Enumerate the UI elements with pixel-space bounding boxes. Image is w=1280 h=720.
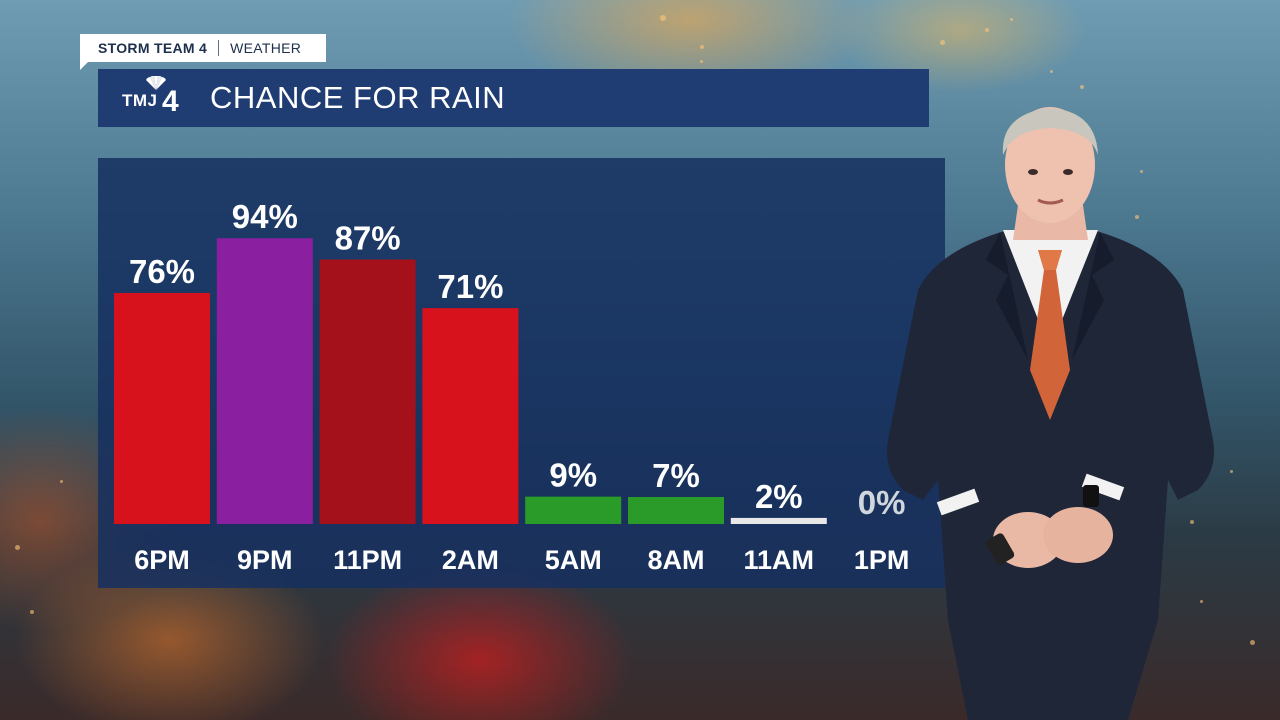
category-label: 6PM [134, 545, 190, 575]
rain-chance-chart: 76% 6PM 94% 9PM 87% 11PM 71% 2AM 9% 5AM 7% 8AM 2% 11A… [114, 198, 910, 575]
brand-tag: STORM TEAM 4 WEATHER [80, 34, 326, 70]
presenter-figure [887, 107, 1214, 720]
bar-value-label: 94% [232, 198, 298, 235]
rain-droplet [15, 545, 20, 550]
rain-droplet [940, 40, 945, 45]
bar-value-label: 7% [652, 457, 700, 494]
category-label: 1PM [854, 545, 910, 575]
category-label: 8AM [647, 545, 704, 575]
bar-11pm [319, 259, 416, 524]
bar-5am [525, 496, 622, 524]
bar-value-label: 2% [755, 478, 803, 515]
bar-value-label: 76% [129, 253, 195, 290]
rain-droplet [700, 45, 704, 49]
rain-droplet [1135, 215, 1139, 219]
rain-droplet [60, 480, 63, 483]
rain-droplet [660, 15, 666, 21]
bar-8am [628, 497, 724, 524]
category-label: 11PM [333, 545, 402, 575]
rain-droplet [1080, 85, 1084, 89]
category-label: 5AM [545, 545, 602, 575]
station-logo: TMJ 4 [120, 69, 200, 127]
bar-6pm [114, 292, 210, 524]
rain-droplet [1140, 170, 1143, 173]
bar-value-label: 87% [335, 220, 401, 257]
category-label: 11AM [744, 545, 815, 575]
peacock-icon [146, 76, 166, 90]
rain-droplet [1010, 18, 1013, 21]
station-logo-text: TMJ [122, 91, 158, 110]
rain-droplet [1200, 600, 1203, 603]
brand-divider [218, 40, 220, 56]
bar-9pm [216, 238, 313, 524]
category-label: 9PM [237, 545, 293, 575]
bar-value-label: 71% [437, 268, 503, 305]
category-label: 2AM [442, 545, 499, 575]
brand-section-label: WEATHER [230, 40, 302, 56]
title-bar: TMJ 4 CHANCE FOR RAIN [98, 69, 929, 127]
bar-2am [422, 308, 519, 524]
bar-value-label: 0% [858, 484, 906, 521]
rain-droplet [1250, 640, 1255, 645]
station-logo-number: 4 [162, 85, 179, 118]
chart-panel: 76% 6PM 94% 9PM 87% 11PM 71% 2AM 9% 5AM 7% 8AM 2% 11A… [98, 158, 945, 588]
rain-droplet [1230, 470, 1233, 473]
rain-droplet [1190, 520, 1194, 524]
rain-droplet [985, 28, 989, 32]
page-title: CHANCE FOR RAIN [210, 80, 506, 115]
bar-value-label: 9% [549, 457, 597, 494]
rain-droplet [700, 60, 703, 63]
brand-team-label: STORM TEAM 4 [98, 40, 208, 56]
bar-11am [730, 517, 827, 524]
rain-droplet [1050, 70, 1053, 73]
rain-droplet [30, 610, 34, 614]
